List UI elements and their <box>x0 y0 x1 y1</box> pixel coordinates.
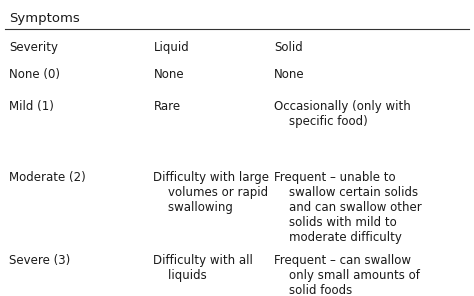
Text: Frequent – unable to
    swallow certain solids
    and can swallow other
    so: Frequent – unable to swallow certain sol… <box>274 171 422 244</box>
Text: Solid: Solid <box>274 41 303 54</box>
Text: None: None <box>274 68 305 81</box>
Text: Severe (3): Severe (3) <box>9 254 71 267</box>
Text: Difficulty with all
    liquids: Difficulty with all liquids <box>154 254 253 282</box>
Text: Symptoms: Symptoms <box>9 12 80 25</box>
Text: None: None <box>154 68 184 81</box>
Text: Difficulty with large
    volumes or rapid
    swallowing: Difficulty with large volumes or rapid s… <box>154 171 269 214</box>
Text: Frequent – can swallow
    only small amounts of
    solid foods: Frequent – can swallow only small amount… <box>274 254 420 296</box>
Text: Severity: Severity <box>9 41 58 54</box>
Text: Liquid: Liquid <box>154 41 189 54</box>
Text: None (0): None (0) <box>9 68 60 81</box>
Text: Occasionally (only with
    specific food): Occasionally (only with specific food) <box>274 100 411 128</box>
Text: Moderate (2): Moderate (2) <box>9 171 86 184</box>
Text: Rare: Rare <box>154 100 181 113</box>
Text: Mild (1): Mild (1) <box>9 100 54 113</box>
